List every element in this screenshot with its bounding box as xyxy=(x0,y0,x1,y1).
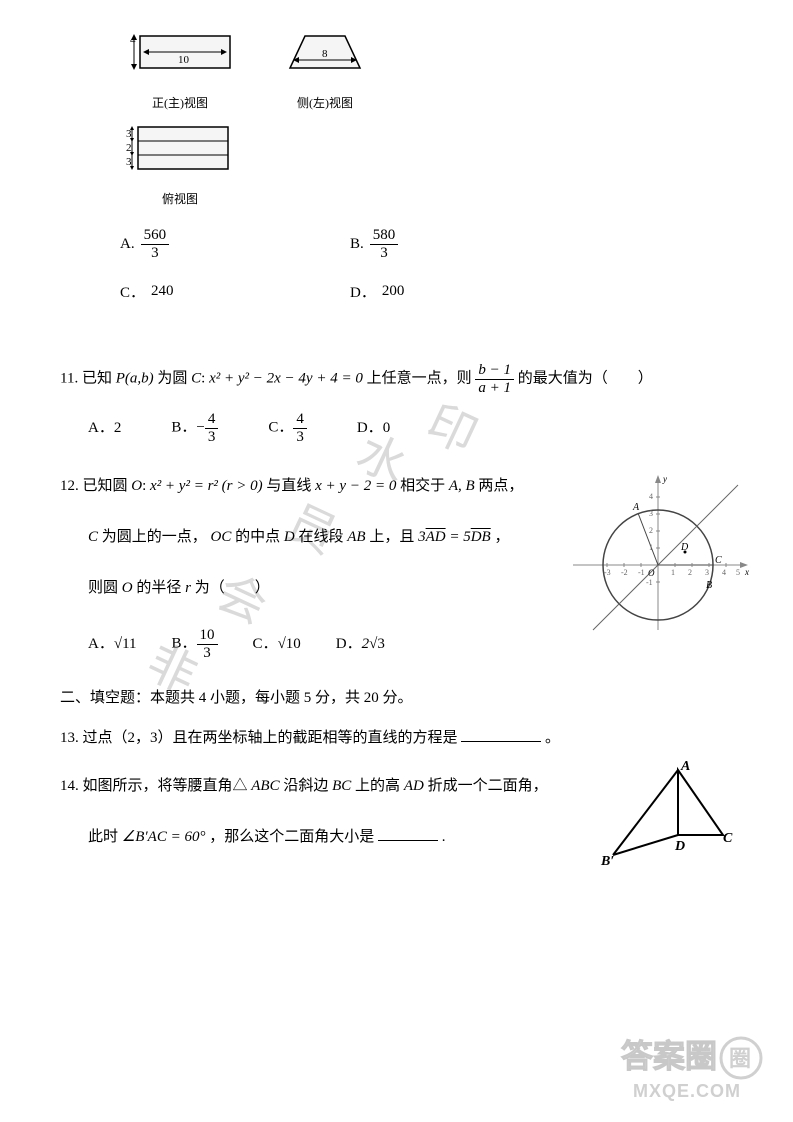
q12-option-c: C．√10 xyxy=(253,628,301,661)
side-view-label: 侧(左)视图 xyxy=(280,94,370,111)
q11-option-d: D．0 xyxy=(357,412,390,445)
q12-circle-diagram: x y A B C D O 12345 -1-2-3 1234 -1 xyxy=(563,470,753,653)
svg-text:-3: -3 xyxy=(604,568,611,577)
svg-text:O: O xyxy=(648,568,655,578)
front-view-svg: 4 10 xyxy=(120,30,240,85)
q12-option-a: A．√11 xyxy=(88,628,137,661)
svg-text:x: x xyxy=(744,567,749,577)
svg-text:C: C xyxy=(723,831,733,846)
q14-blank xyxy=(378,827,438,841)
section-2-header: 二、填空题：本题共 4 小题，每小题 5 分，共 20 分。 xyxy=(60,686,733,707)
svg-text:-1: -1 xyxy=(638,568,645,577)
question-12: 12. 已知圆 O: x² + y² = r² (r > 0) 与直线 x + … xyxy=(60,470,733,661)
question-13: 13. 过点（2，3）且在两坐标轴上的截距相等的直线的方程是 。 xyxy=(60,722,733,755)
svg-text:2: 2 xyxy=(688,568,692,577)
q12-option-b: B．103 xyxy=(172,627,218,661)
q11-option-c: C．43 xyxy=(268,411,307,445)
top-view-label: 俯视图 xyxy=(120,190,240,207)
q13-blank xyxy=(461,728,541,742)
svg-text:A: A xyxy=(680,760,690,774)
watermark-logo: 答案圈 圈 MXQE.COM xyxy=(603,1032,763,1112)
three-views-container: 4 10 正(主)视图 xyxy=(120,30,733,207)
side-view-diagram: 8 侧(左)视图 xyxy=(280,30,370,111)
svg-text:1: 1 xyxy=(649,543,653,552)
svg-text:圈: 圈 xyxy=(729,1046,751,1071)
top-view-diagram: 3 2 3 俯视图 xyxy=(120,121,240,207)
svg-text:A: A xyxy=(632,502,640,513)
q12-option-d: D．2√3 xyxy=(336,628,385,661)
front-width-label: 10 xyxy=(178,54,190,66)
question-14: 14. 如图所示，将等腰直角△ ABC 沿斜边 BC 上的高 AD 折成一个二面… xyxy=(60,770,733,854)
svg-text:-2: -2 xyxy=(621,568,628,577)
question-11: 11. 已知 P(a,b) 为圆 C: x² + y² − 2x − 4y + … xyxy=(60,362,733,445)
svg-text:3: 3 xyxy=(649,509,653,518)
top-view-svg: 3 2 3 xyxy=(120,121,240,181)
q10-options-ab: A. 5603 B. 5803 xyxy=(120,227,733,261)
svg-text:2: 2 xyxy=(649,526,653,535)
q11-option-b: B．−43 xyxy=(171,411,218,445)
svg-text:答案圈: 答案圈 xyxy=(621,1038,717,1074)
q10-option-d: D．200 xyxy=(350,281,404,302)
svg-text:B: B xyxy=(706,580,712,591)
svg-text:B′: B′ xyxy=(600,854,614,869)
q10-option-b: B. 5803 xyxy=(350,227,398,261)
q10-options-cd: C．240 D．200 xyxy=(120,281,733,302)
q11-option-a: A．2 xyxy=(88,412,121,445)
svg-text:3: 3 xyxy=(705,568,709,577)
svg-text:y: y xyxy=(662,474,667,484)
side-width-label: 8 xyxy=(322,48,328,60)
q10-option-a: A. 5603 xyxy=(120,227,350,261)
svg-text:1: 1 xyxy=(671,568,675,577)
svg-text:5: 5 xyxy=(736,568,740,577)
svg-text:MXQE.COM: MXQE.COM xyxy=(633,1081,741,1101)
svg-text:4: 4 xyxy=(649,492,653,501)
front-view-diagram: 4 10 正(主)视图 xyxy=(120,30,240,111)
side-view-svg: 8 xyxy=(280,30,370,85)
svg-text:D: D xyxy=(674,839,685,854)
svg-text:C: C xyxy=(715,555,722,566)
svg-text:4: 4 xyxy=(722,568,726,577)
front-view-label: 正(主)视图 xyxy=(120,94,240,111)
q14-triangle-diagram: A B′ C D xyxy=(593,760,733,883)
svg-text:-1: -1 xyxy=(646,578,653,587)
q10-option-c: C．240 xyxy=(120,281,350,302)
